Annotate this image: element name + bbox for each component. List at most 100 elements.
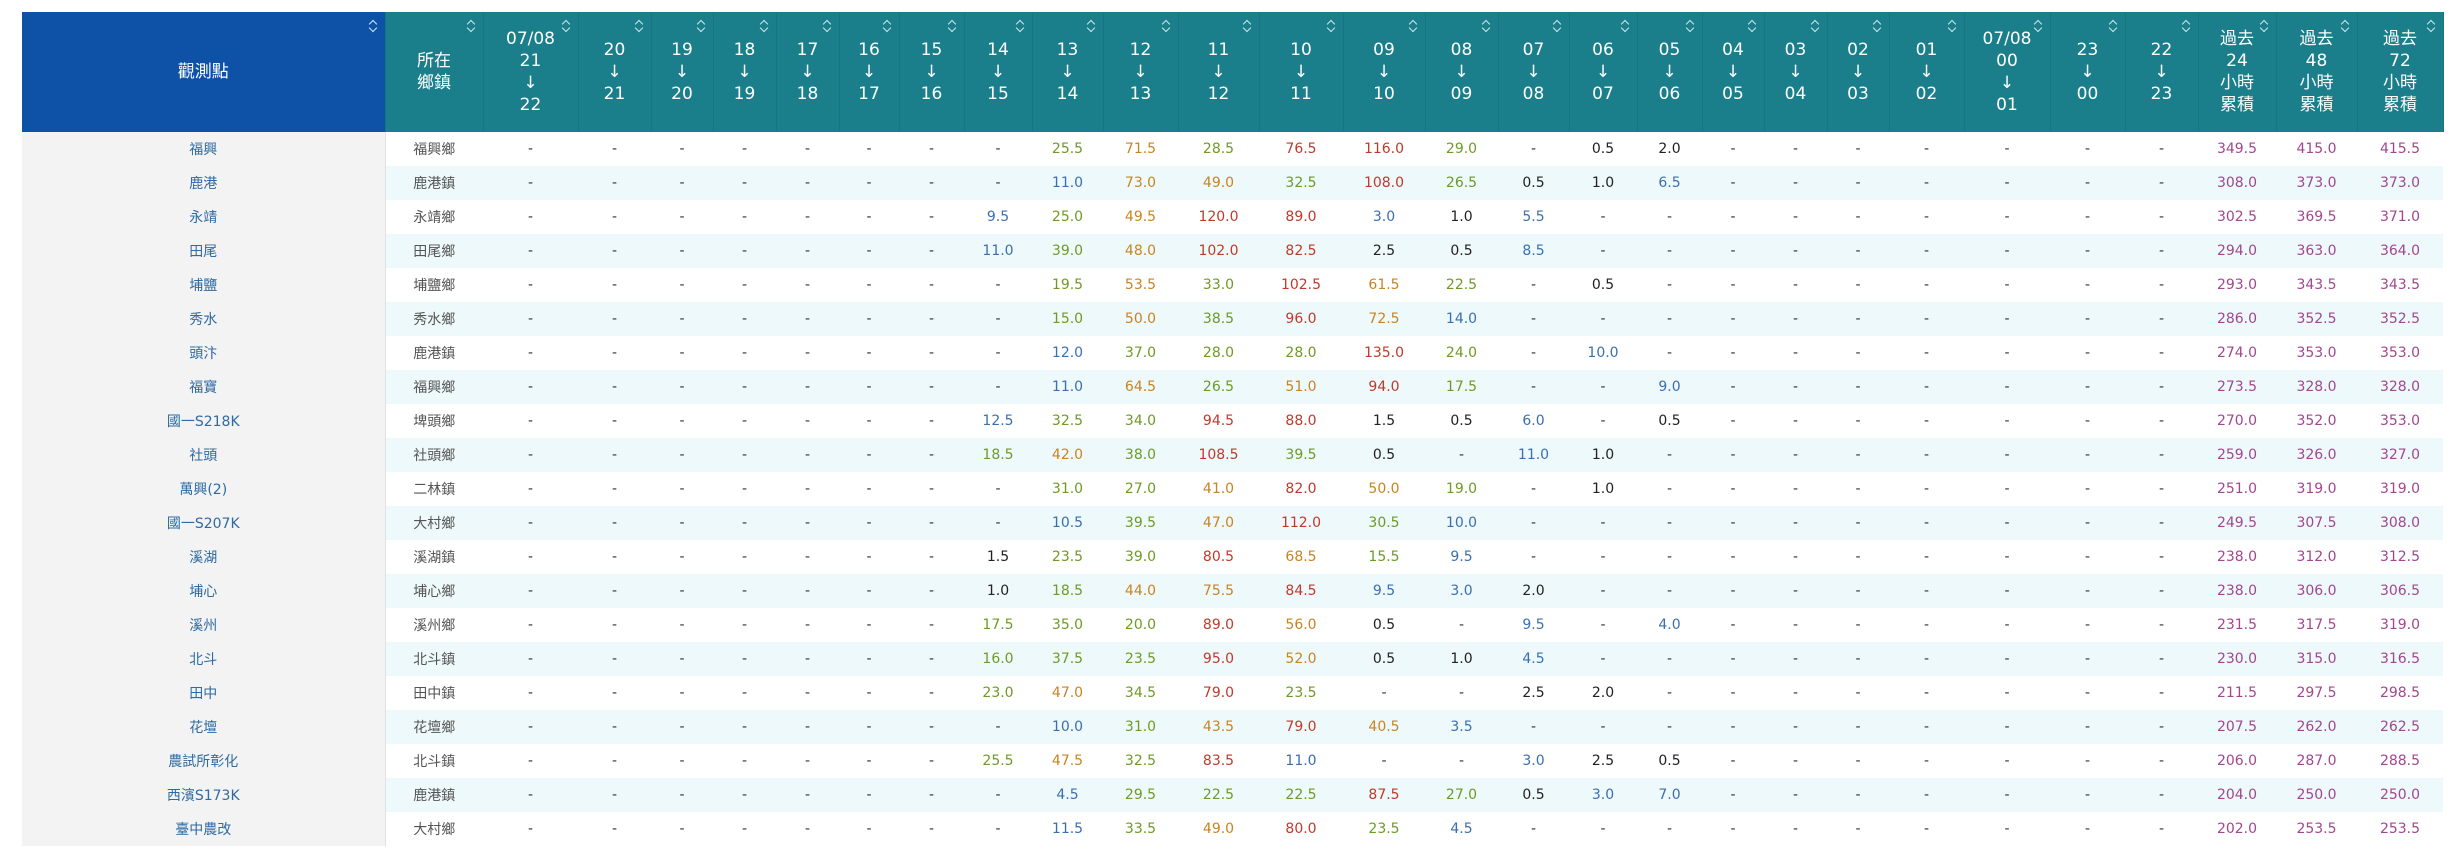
hourly-rain: - <box>2158 345 2165 361</box>
station-link[interactable]: 西濱S173K <box>22 778 385 812</box>
station-link[interactable]: 秀水 <box>22 302 385 336</box>
header-text: 10 <box>1373 84 1395 104</box>
column-header[interactable]: 09 ↓ 10 <box>1343 12 1426 132</box>
sort-icon[interactable] <box>1016 20 1024 32</box>
accumulated-rain: 306.0 <box>2276 574 2357 608</box>
sort-icon[interactable] <box>369 20 377 32</box>
column-header[interactable]: 19 ↓ 20 <box>651 12 714 132</box>
station-link[interactable]: 國一S218K <box>22 404 385 438</box>
column-header[interactable]: 過去 48 小時 累積 <box>2276 12 2358 132</box>
hourly-rain: - <box>713 370 776 404</box>
column-header[interactable]: 07/08 00 ↓ 01 <box>1964 12 2051 132</box>
sort-icon[interactable] <box>2034 20 2042 32</box>
column-header[interactable]: 觀測點 <box>22 12 386 132</box>
station-link[interactable]: 臺中農改 <box>22 812 385 846</box>
column-header[interactable]: 01 ↓ 02 <box>1889 12 1965 132</box>
sort-icon[interactable] <box>1482 20 1490 32</box>
column-header[interactable]: 02 ↓ 03 <box>1827 12 1890 132</box>
hourly-rain: - <box>1730 481 1736 497</box>
sort-icon[interactable] <box>1686 20 1694 32</box>
sort-icon[interactable] <box>1409 20 1417 32</box>
column-header[interactable]: 20 ↓ 21 <box>578 12 652 132</box>
column-header[interactable]: 14 ↓ 15 <box>964 12 1033 132</box>
station-link[interactable]: 埔鹽 <box>22 268 385 302</box>
station-link[interactable]: 國一S207K <box>22 506 385 540</box>
hourly-rain: - <box>804 549 811 565</box>
header-text: 05 <box>1722 84 1744 104</box>
hourly-rain: 53.5 <box>1124 277 1157 293</box>
hourly-rain: - <box>899 710 964 744</box>
station-link[interactable]: 農試所彰化 <box>22 744 385 778</box>
hourly-rain: 16.0 <box>964 642 1032 676</box>
column-header[interactable]: 過去 24 小時 累積 <box>2198 12 2277 132</box>
sort-icon[interactable] <box>635 20 643 32</box>
sort-icon[interactable] <box>1873 20 1881 32</box>
station-link[interactable]: 花壇 <box>22 710 385 744</box>
column-header[interactable]: 23 ↓ 00 <box>2050 12 2126 132</box>
accumulated-rain: 349.5 <box>2216 141 2258 157</box>
sort-icon[interactable] <box>1553 20 1561 32</box>
column-header[interactable]: 18 ↓ 19 <box>713 12 777 132</box>
station-link[interactable]: 社頭 <box>22 438 385 472</box>
column-header[interactable]: 16 ↓ 17 <box>839 12 900 132</box>
column-header[interactable]: 06 ↓ 07 <box>1569 12 1638 132</box>
column-header[interactable]: 10 ↓ 11 <box>1259 12 1344 132</box>
sort-icon[interactable] <box>1948 20 1956 32</box>
sort-icon[interactable] <box>1162 20 1170 32</box>
station-link[interactable]: 田中 <box>22 676 385 710</box>
sort-icon[interactable] <box>760 20 768 32</box>
column-header[interactable]: 11 ↓ 12 <box>1178 12 1260 132</box>
column-header[interactable]: 13 ↓ 14 <box>1032 12 1104 132</box>
sort-icon[interactable] <box>697 20 705 32</box>
column-header[interactable]: 12 ↓ 13 <box>1103 12 1179 132</box>
sort-icon[interactable] <box>2109 20 2117 32</box>
sort-icon[interactable] <box>948 20 956 32</box>
sort-icon[interactable] <box>2427 20 2435 32</box>
station-link[interactable]: 永靖 <box>22 200 385 234</box>
column-header[interactable]: 15 ↓ 16 <box>899 12 965 132</box>
sort-icon[interactable] <box>1748 20 1756 32</box>
station-link[interactable]: 田尾 <box>22 234 385 268</box>
station-link[interactable]: 萬興(2) <box>22 472 385 506</box>
column-header[interactable]: 07/08 21 ↓ 22 <box>483 12 579 132</box>
hourly-rain: - <box>899 438 964 472</box>
station-link[interactable]: 頭汴 <box>22 336 385 370</box>
sort-icon[interactable] <box>2182 20 2190 32</box>
sort-icon[interactable] <box>2341 20 2349 32</box>
station-link[interactable]: 福寶 <box>22 370 385 404</box>
station-link[interactable]: 溪州 <box>22 608 385 642</box>
sort-icon[interactable] <box>2260 20 2268 32</box>
column-header[interactable]: 17 ↓ 18 <box>776 12 840 132</box>
column-header[interactable]: 03 ↓ 04 <box>1764 12 1828 132</box>
station-link[interactable]: 溪湖 <box>22 540 385 574</box>
sort-icon[interactable] <box>1621 20 1629 32</box>
sort-icon[interactable] <box>883 20 891 32</box>
hourly-rain: - <box>1923 549 1930 565</box>
sort-icon[interactable] <box>1243 20 1251 32</box>
hourly-rain: - <box>1792 617 1799 633</box>
station-link[interactable]: 埔心 <box>22 574 385 608</box>
station-link[interactable]: 鹿港 <box>22 166 385 200</box>
sort-icon[interactable] <box>1327 20 1335 32</box>
column-header[interactable]: 04 ↓ 05 <box>1702 12 1765 132</box>
column-header[interactable]: 過去 72 小時 累積 <box>2357 12 2444 132</box>
sort-icon[interactable] <box>562 20 570 32</box>
column-header[interactable]: 07 ↓ 08 <box>1498 12 1570 132</box>
station-link[interactable]: 北斗 <box>22 642 385 676</box>
hourly-rain: - <box>741 209 748 225</box>
sort-icon[interactable] <box>1087 20 1095 32</box>
sort-icon[interactable] <box>823 20 831 32</box>
accumulated-rain: 364.0 <box>2357 234 2443 268</box>
station-link[interactable]: 福興 <box>22 132 385 166</box>
accumulated-rain: 297.5 <box>2296 685 2337 701</box>
hourly-rain: - <box>1730 209 1736 225</box>
column-header[interactable]: 08 ↓ 09 <box>1425 12 1499 132</box>
column-header[interactable]: 05 ↓ 06 <box>1637 12 1703 132</box>
sort-icon[interactable] <box>1811 20 1819 32</box>
sort-icon[interactable] <box>467 20 475 32</box>
column-header[interactable]: 所在 鄉鎮 <box>385 12 484 132</box>
hourly-rain: - <box>928 209 935 225</box>
header-text: ↓ <box>607 62 622 82</box>
column-header[interactable]: 22 ↓ 23 <box>2125 12 2199 132</box>
